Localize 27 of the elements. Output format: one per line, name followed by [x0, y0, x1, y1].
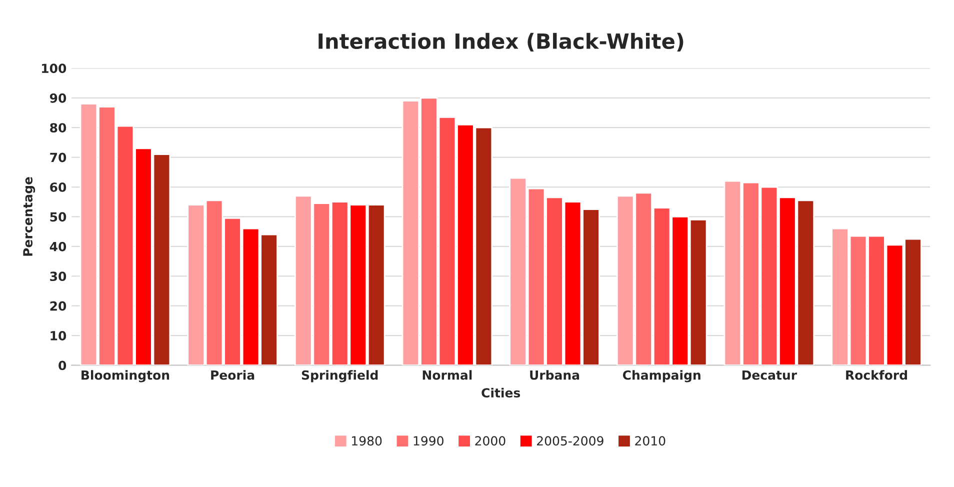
legend-label: 1980 — [352, 436, 382, 446]
y-tick-label: 0 — [58, 360, 66, 370]
x-tick-label: Champaign — [622, 370, 700, 382]
x-tick-label: Bloomington — [82, 370, 170, 382]
x-tick-label: Normal — [422, 370, 472, 380]
x-axis-title: Cities — [482, 388, 520, 398]
y-tick-label: 100 — [42, 64, 66, 74]
chart-title: Interaction Index (Black-White) — [318, 32, 684, 52]
y-tick-label: 90 — [50, 93, 66, 103]
legend-label: 2005-2009 — [537, 436, 604, 446]
y-tick-label: 20 — [50, 301, 66, 311]
y-axis-title: Percentage — [23, 177, 36, 256]
y-tick-label: 40 — [50, 242, 66, 252]
x-tick-label: Springfield — [302, 370, 378, 382]
x-tick-label: Decatur — [742, 370, 797, 380]
x-tick-label: Urbana — [530, 370, 580, 380]
y-tick-label: 10 — [50, 331, 66, 340]
x-tick-label: Peoria — [211, 370, 254, 380]
y-tick-label: 50 — [50, 212, 66, 222]
legend-label: 1990 — [414, 436, 444, 446]
x-tick-label: Rockford — [846, 370, 907, 380]
legend-label: 2000 — [475, 436, 506, 446]
legend-label: 2010 — [635, 436, 666, 446]
y-tick-label: 60 — [50, 182, 66, 192]
y-tick-label: 70 — [50, 152, 66, 162]
y-tick-label: 80 — [50, 123, 66, 133]
y-tick-label: 30 — [50, 272, 66, 282]
